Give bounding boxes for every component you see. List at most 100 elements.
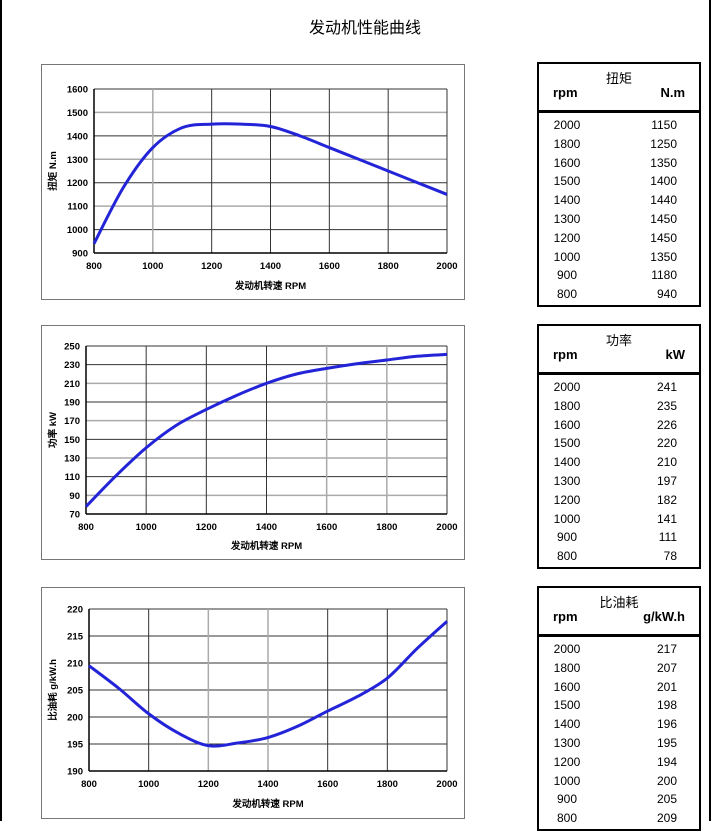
y-axis-label: 比油耗 g/kW.h <box>47 659 59 721</box>
value-cell: 78 <box>663 549 677 564</box>
rpm-cell: 900 <box>556 530 578 545</box>
table-body: 2000 1150 1800 1250 1600 1350 1500 1400 1400 1440… <box>539 113 699 305</box>
rpm-cell: 1300 <box>553 735 581 750</box>
value-cell: 940 <box>656 287 677 302</box>
y-tick-label: 1100 <box>67 202 88 213</box>
rpm-cell: 1800 <box>553 660 581 675</box>
y-tick-label: 215 <box>67 632 84 643</box>
value-cell: 194 <box>656 754 677 769</box>
page-title: 发动机性能曲线 <box>308 18 421 37</box>
value-cell: 207 <box>656 660 677 675</box>
table-row: 2000 217 <box>539 640 699 659</box>
value-cell: 217 <box>656 642 677 656</box>
table-row: 1600 201 <box>539 678 699 697</box>
y-tick-label: 210 <box>64 379 80 390</box>
rpm-cell: 1800 <box>553 398 581 413</box>
x-axis-label: 发动机转速 RPM <box>230 540 302 552</box>
fuel-consumption-chart: 190 195 200 205 210 215 220 800 1000 1200 1400 1600… <box>41 587 465 819</box>
rpm-cell: 1000 <box>553 773 581 788</box>
table-row: 1400 1440 <box>539 191 699 210</box>
table-row: 1800 207 <box>539 659 699 678</box>
y-tick-label: 70 <box>69 510 80 521</box>
column-header-rpm: rpm <box>553 347 578 362</box>
table-row: 1000 1350 <box>539 248 699 267</box>
y-tick-label: 1300 <box>67 155 88 166</box>
rpm-cell: 1400 <box>553 717 581 732</box>
y-axis-label: 扭矩 N.m <box>47 151 59 191</box>
table-row: 900 1180 <box>539 266 699 285</box>
y-tick-label: 195 <box>67 740 84 751</box>
table-row: 1300 195 <box>539 734 699 753</box>
rpm-cell: 1800 <box>553 136 581 151</box>
x-axis-label: 发动机转速 RPM <box>234 280 306 292</box>
table-row: 900 111 <box>539 528 699 547</box>
y-tick-label: 1500 <box>67 108 88 119</box>
y-tick-label: 150 <box>64 435 80 446</box>
table-row: 1000 200 <box>539 772 699 791</box>
value-cell: 205 <box>656 792 677 807</box>
table-row: 1400 210 <box>539 453 699 472</box>
column-header-unit: kW <box>665 347 686 362</box>
rpm-cell: 1200 <box>553 754 581 769</box>
y-tick-label: 900 <box>72 249 88 260</box>
x-axis-label: 发动机转速 RPM <box>231 798 303 810</box>
power-chart: 70 90 110 130 150 170 190 210 230 250 800 1000 1200 1… <box>41 325 465 560</box>
value-cell: 1350 <box>650 249 677 264</box>
x-tick-label: 2000 <box>436 261 457 272</box>
x-tick-label: 1600 <box>317 779 338 790</box>
value-cell: 182 <box>656 492 677 507</box>
table-body: 2000 217 1800 207 1600 201 1500 198 1400 196 1300 1… <box>539 637 699 829</box>
value-cell: 200 <box>656 773 677 788</box>
table-row: 800 209 <box>539 809 699 828</box>
value-cell: 1450 <box>650 230 677 245</box>
table-header: 扭矩 rpm N.m <box>539 64 699 113</box>
power-chart-svg: 70 90 110 130 150 170 190 210 230 250 800 1000 1200 1… <box>47 342 458 553</box>
rpm-cell: 800 <box>556 811 578 826</box>
grid <box>88 608 448 772</box>
y-tick-label: 90 <box>69 491 80 502</box>
fuel-consumption-table: 比油耗 rpm g/kW.h 2000 217 1800 207 1600 201 1500… <box>537 586 701 831</box>
torque-table: 扭矩 rpm N.m 2000 1150 1800 1250 1600 1350 1500 1… <box>537 62 701 307</box>
value-cell: 226 <box>656 417 677 432</box>
y-tick-label: 230 <box>64 360 80 371</box>
y-tick-label: 220 <box>67 605 83 616</box>
power-table: 功率 rpm kW 2000 241 1800 235 1600 226 1500 220 14… <box>537 324 701 569</box>
x-tick-label: 1000 <box>138 779 159 790</box>
x-tick-label: 1400 <box>260 261 281 272</box>
data-curve <box>92 122 448 245</box>
rpm-cell: 1400 <box>553 455 581 470</box>
x-tick-label: 1600 <box>316 522 337 533</box>
rpm-cell: 900 <box>556 268 578 283</box>
column-header-unit: g/kW.h <box>643 609 685 624</box>
x-tick-label: 1400 <box>257 779 278 790</box>
value-cell: 198 <box>656 698 677 713</box>
table-row: 1200 194 <box>539 753 699 772</box>
value-cell: 1180 <box>651 268 677 283</box>
x-tick-label: 1000 <box>136 522 157 533</box>
value-cell: 1350 <box>650 155 677 170</box>
table-row: 1600 1350 <box>539 154 699 173</box>
rpm-cell: 1500 <box>553 698 581 713</box>
grid <box>85 345 448 515</box>
column-header-unit: N.m <box>660 85 685 100</box>
y-tick-label: 190 <box>64 398 80 409</box>
torque-chart: 900 1000 1100 1200 1300 1400 1500 1600 800 1000 12… <box>41 64 465 300</box>
x-tick-label: 800 <box>78 522 94 533</box>
table-row: 1300 197 <box>539 472 699 491</box>
value-cell: 1250 <box>650 136 677 151</box>
rpm-cell: 1300 <box>553 473 581 488</box>
x-tick-label: 2000 <box>436 522 457 533</box>
data-curve <box>84 352 448 508</box>
x-tick-label: 1600 <box>319 261 340 272</box>
y-tick-label: 205 <box>67 686 84 697</box>
rpm-cell: 900 <box>556 792 578 807</box>
value-cell: 201 <box>656 679 677 694</box>
y-tick-label: 190 <box>67 767 83 778</box>
value-cell: 197 <box>656 473 677 488</box>
x-tick-label: 1400 <box>256 522 277 533</box>
value-cell: 1150 <box>651 118 677 132</box>
rpm-cell: 1500 <box>553 436 581 451</box>
table-row: 1000 141 <box>539 510 699 529</box>
y-tick-label: 1600 <box>67 85 88 96</box>
rpm-cell: 1500 <box>553 174 581 189</box>
